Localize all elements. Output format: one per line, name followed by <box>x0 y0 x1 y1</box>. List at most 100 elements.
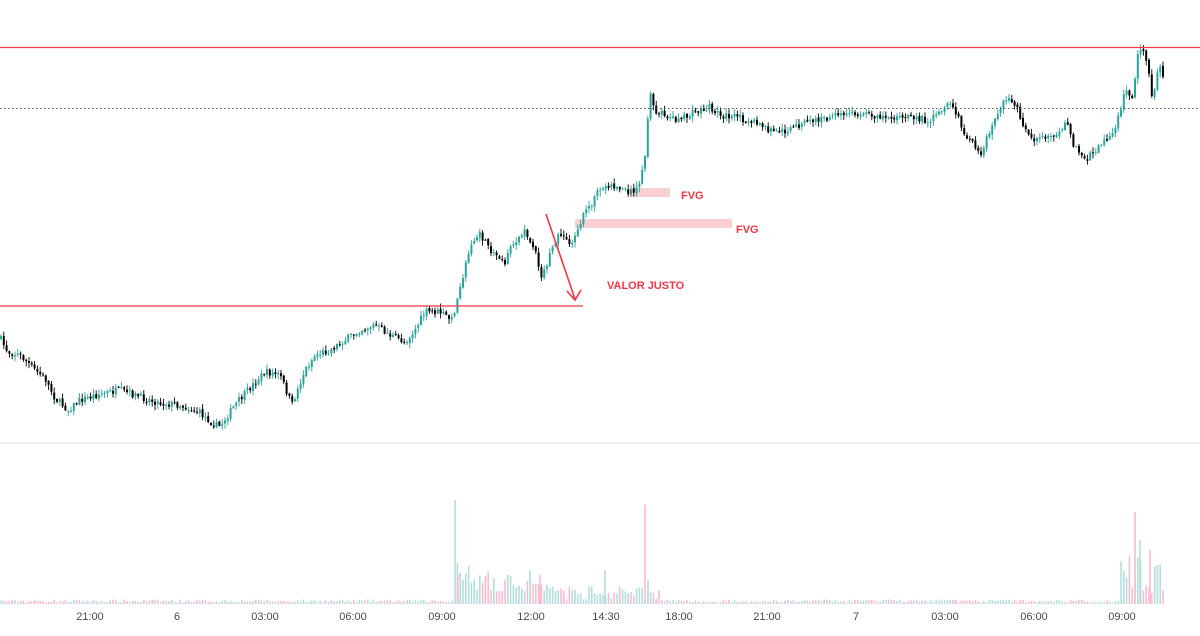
volume-bar <box>451 600 453 604</box>
candle-body <box>305 366 308 377</box>
volume-bar <box>495 591 498 604</box>
candle-body <box>543 269 546 279</box>
candle-body <box>772 128 775 131</box>
volume-bar <box>87 600 89 604</box>
volume-bar <box>756 601 758 604</box>
candle-body <box>170 401 173 407</box>
volume-bar <box>5 601 8 604</box>
volume-bar <box>255 599 257 604</box>
candle-body <box>893 117 896 120</box>
candle-body <box>98 394 100 399</box>
candle-body <box>86 396 89 398</box>
volume-bar <box>568 586 571 604</box>
volume-bar <box>246 601 249 604</box>
volume-bar <box>59 601 61 604</box>
candle-body <box>873 116 876 119</box>
candle-body <box>1016 104 1019 108</box>
volume-bar <box>53 599 55 604</box>
volume-bar <box>179 599 181 604</box>
volume-bar <box>101 600 103 604</box>
volume-bar <box>148 600 151 604</box>
volume-bar <box>263 601 265 604</box>
candle-body <box>733 113 736 117</box>
volume-spike <box>604 570 606 604</box>
candle-body <box>268 369 271 376</box>
volume-bar <box>437 601 439 604</box>
candle-body <box>361 330 364 335</box>
volume-bar <box>773 599 775 604</box>
candle-body <box>968 138 971 140</box>
volume-bar <box>403 600 405 604</box>
volume-bar <box>1117 600 1119 604</box>
candle-body <box>795 123 798 127</box>
candle-body <box>123 387 126 390</box>
candle-body <box>84 396 86 403</box>
volume-bar <box>551 586 554 604</box>
candle-body <box>366 328 369 331</box>
volume-bar <box>386 599 389 604</box>
volume-bar <box>859 600 862 604</box>
volume-bar <box>285 601 288 604</box>
candle-body <box>1047 135 1050 139</box>
volume-bar <box>873 600 876 604</box>
volume-bar <box>865 600 867 604</box>
volume-bar <box>736 601 739 604</box>
candle-body <box>148 399 151 403</box>
candle-body <box>462 278 464 288</box>
candle-body <box>285 382 288 395</box>
volume-bar <box>775 600 778 604</box>
volume-bar <box>196 599 198 604</box>
volume-bar <box>308 601 310 604</box>
volume-bar <box>25 602 27 604</box>
volume-bar <box>369 602 372 604</box>
candle-body <box>61 398 64 407</box>
candle-body <box>674 116 677 122</box>
candle-body <box>700 108 702 114</box>
candle-body <box>840 113 842 116</box>
volume-bar <box>896 600 898 604</box>
candle-body <box>1052 135 1055 137</box>
volume-bar <box>1092 602 1094 604</box>
candle-body <box>428 308 431 312</box>
candle-body <box>879 114 882 119</box>
candle-body <box>882 115 884 120</box>
volume-bar <box>691 601 694 604</box>
candle-body <box>526 229 529 238</box>
candle-body <box>165 405 168 407</box>
candle-body <box>212 425 215 428</box>
candle-body <box>870 113 873 117</box>
volume-bar <box>442 601 445 604</box>
candle-body <box>1134 78 1136 98</box>
volume-bar <box>899 599 901 604</box>
candle-body <box>604 186 607 190</box>
candle-body <box>806 119 809 122</box>
volume-bar <box>753 601 755 604</box>
candle-body <box>876 115 879 119</box>
candle-body <box>711 103 714 112</box>
volume-bar <box>523 590 526 604</box>
volume-bar <box>843 600 845 604</box>
volume-bar <box>199 600 201 604</box>
x-tick-1: 6 <box>174 611 180 623</box>
candle-body <box>168 404 170 407</box>
candle-body <box>868 112 870 114</box>
volume-bar <box>663 601 666 604</box>
arrow-shaft[interactable] <box>545 213 576 300</box>
volume-bar <box>1044 601 1047 604</box>
volume-bar <box>213 601 215 604</box>
candle-body <box>616 186 618 189</box>
candle-body <box>1061 129 1064 131</box>
volume-bar <box>260 601 263 604</box>
candle-body <box>481 232 484 241</box>
volume-bar <box>350 601 352 604</box>
candle-body <box>201 409 204 418</box>
candle-body <box>1069 124 1072 135</box>
volume-bar <box>985 601 988 604</box>
candle-body <box>1022 117 1024 127</box>
volume-bar <box>661 600 663 604</box>
candle-body <box>590 205 593 207</box>
volume-bar <box>201 600 204 604</box>
candle-body <box>1097 145 1100 153</box>
volume-bar <box>904 602 907 604</box>
